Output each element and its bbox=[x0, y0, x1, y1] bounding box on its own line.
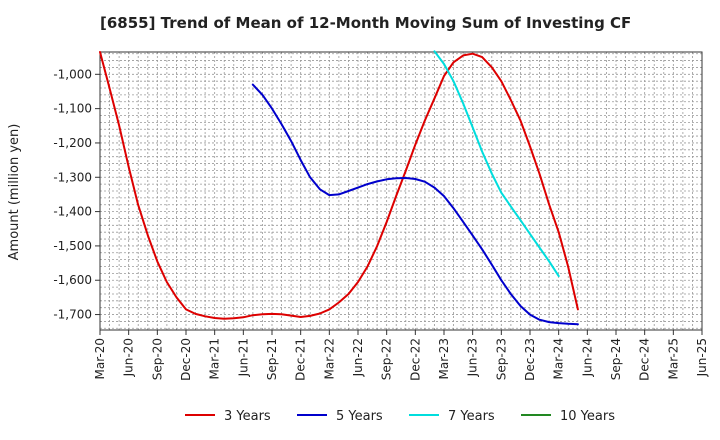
x-tick-label: Mar-21 bbox=[208, 338, 222, 379]
y-tick-label: -1,500 bbox=[53, 239, 92, 253]
legend: 3 Years 5 Years 7 Years 10 Years bbox=[185, 409, 615, 424]
x-tick-label: Jun-20 bbox=[122, 338, 136, 377]
y-tick-label: -1,100 bbox=[53, 102, 92, 116]
x-tick-label: Mar-24 bbox=[552, 338, 566, 379]
grid bbox=[100, 52, 702, 330]
x-tick-label: Sep-24 bbox=[609, 338, 623, 380]
legend-label-5-years: 5 Years bbox=[336, 409, 383, 424]
y-tick-label: -1,400 bbox=[53, 205, 92, 219]
y-tick-label: -1,000 bbox=[53, 67, 92, 81]
y-tick-labels: -1,000 -1,100 -1,200 -1,300 -1,400 -1,500 -1,6… bbox=[53, 67, 92, 321]
chart-svg: -1,000 -1,100 -1,200 -1,300 -1,400 -1,500 -1,6… bbox=[0, 0, 720, 440]
x-tick-label: Mar-25 bbox=[666, 338, 680, 379]
y-tick-label: -1,600 bbox=[53, 273, 92, 287]
x-tick-label: Jun-25 bbox=[695, 338, 709, 377]
x-tick-label: Dec-22 bbox=[408, 338, 422, 381]
y-tick-label: -1,200 bbox=[53, 136, 92, 150]
x-tick-label: Jun-24 bbox=[580, 338, 594, 377]
x-tick-label: Mar-23 bbox=[437, 338, 451, 379]
y-axis-title: Amount (million yen) bbox=[7, 124, 22, 261]
x-tick-label: Jun-21 bbox=[236, 338, 250, 377]
legend-label-7-years: 7 Years bbox=[448, 409, 495, 424]
x-tick-label: Jun-23 bbox=[466, 338, 480, 377]
x-tick-label: Sep-21 bbox=[265, 338, 279, 380]
x-tick-label: Dec-23 bbox=[523, 338, 537, 381]
x-tick-label: Mar-22 bbox=[322, 338, 336, 379]
x-tick-label: Dec-24 bbox=[638, 338, 652, 381]
x-tick-labels: Mar-20 Jun-20 Sep-20 Dec-20 Mar-21 Jun-21 Sep-… bbox=[93, 338, 709, 381]
legend-label-10-years: 10 Years bbox=[560, 409, 615, 424]
y-tick-label: -1,300 bbox=[53, 170, 92, 184]
x-tick-label: Dec-20 bbox=[179, 338, 193, 381]
x-tick-label: Mar-20 bbox=[93, 338, 107, 379]
x-tick-label: Sep-22 bbox=[380, 338, 394, 380]
x-tick-label: Dec-21 bbox=[294, 338, 308, 381]
x-tick-label: Sep-20 bbox=[150, 338, 164, 380]
x-tick-label: Sep-23 bbox=[494, 338, 508, 380]
y-tick-label: -1,700 bbox=[53, 308, 92, 322]
legend-label-3-years: 3 Years bbox=[224, 409, 271, 424]
x-tick-label: Jun-22 bbox=[351, 338, 365, 377]
